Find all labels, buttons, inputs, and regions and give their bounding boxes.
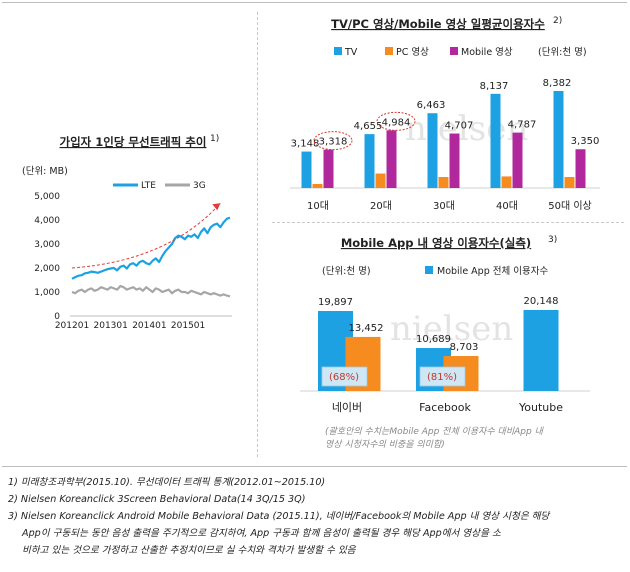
app-video-value-label: 13,452 — [349, 323, 384, 334]
category-label: 10대 — [307, 200, 329, 212]
legend-mobile-swatch — [450, 47, 458, 55]
y-tick-label: 0 — [54, 312, 60, 322]
legend-3g-label: 3G — [193, 181, 206, 191]
app-unit-label: (단위:천 명) — [322, 265, 371, 277]
tv-bar — [364, 134, 375, 188]
app-total-value-label: 19,897 — [318, 297, 353, 308]
ratio-box — [419, 366, 466, 387]
mobile-bar — [449, 133, 460, 188]
legend-tv-swatch — [334, 47, 342, 55]
viewers-chart-title: TV/PC 영상/Mobile 영상 일평균이용자수 — [331, 17, 545, 31]
category-label: 50대 이상 — [548, 200, 592, 212]
ratio-label: (81%) — [427, 372, 457, 383]
source-note-3-cont1: App이 구동되는 동안 음성 출력을 주기적으로 감지하여, App 구동과 … — [22, 528, 501, 539]
app-footnote-line2: 영상 시청자수의 비중을 의미함) — [325, 439, 445, 450]
tv-bar — [553, 91, 564, 188]
pc-bar — [564, 177, 575, 188]
mobile-value-label: 4,787 — [508, 120, 537, 131]
app-category-label: 네이버 — [332, 401, 362, 414]
viewers-chart-title-sup: 2) — [553, 16, 562, 26]
category-label: 20대 — [370, 200, 392, 212]
legend-pc-swatch — [385, 47, 393, 55]
legend-tv-label: TV — [344, 47, 358, 58]
horizontal-divider — [272, 222, 624, 223]
x-tick-label: 201301 — [94, 321, 128, 331]
app-total-bar — [523, 310, 559, 391]
app-total-value-label: 10,689 — [416, 334, 451, 345]
app-video-value-label: 8,703 — [450, 342, 479, 353]
lte-series-line — [71, 216, 231, 280]
y-tick-label: 5,000 — [34, 192, 60, 202]
x-tick-label: 201201 — [55, 321, 89, 331]
app-total-value-label: 20,148 — [524, 296, 559, 307]
ratio-label: (68%) — [329, 372, 359, 383]
highlight-circle — [376, 111, 416, 131]
legend-lte-label: LTE — [141, 181, 156, 191]
tv-value-label: 6,463 — [417, 100, 446, 111]
pc-bar — [438, 177, 449, 188]
mobile-bar — [512, 132, 523, 188]
mobile-bar — [575, 149, 586, 188]
app-chart-title: Mobile App 내 영상 이용자수(실측) — [341, 236, 531, 250]
traffic-unit-label: (단위: MB) — [22, 165, 68, 177]
y-tick-label: 3,000 — [34, 240, 60, 250]
watermark-bottom: nielsen — [390, 309, 513, 349]
tv-bar — [490, 93, 501, 188]
category-label: 30대 — [433, 200, 455, 212]
highlight-circle — [313, 131, 353, 151]
y-tick-label: 1,000 — [34, 288, 60, 298]
legend-app-total-swatch — [425, 266, 433, 274]
tv-value-label: 4,655 — [354, 121, 383, 132]
mobile-value-label: 3,350 — [571, 136, 600, 147]
app-category-label: Facebook — [419, 401, 471, 414]
legend-app-total-label: Mobile App 전체 이용자수 — [437, 266, 548, 277]
app-category-label: Youtube — [518, 401, 563, 414]
chart-frame — [2, 2, 627, 467]
ratio-box — [321, 366, 368, 387]
tv-value-label: 8,382 — [543, 78, 572, 89]
pc-bar — [501, 176, 512, 188]
tv-bar — [301, 151, 312, 188]
x-tick-label: 201501 — [171, 321, 205, 331]
pc-bar — [312, 183, 323, 188]
mobile-value-label: 4,984 — [382, 117, 411, 128]
tv-bar — [427, 113, 438, 188]
y-tick-label: 4,000 — [34, 216, 60, 226]
mobile-bar — [386, 130, 397, 188]
source-note-1: 1) 미래창조과학부(2015.10). 무선데이터 트래픽 통계(2012.0… — [8, 477, 326, 488]
tv-value-label: 3,148 — [291, 139, 320, 150]
source-note-2: 2) Nielsen Koreanclick 3Screen Behaviora… — [8, 494, 306, 505]
watermark-top: nielsen — [405, 109, 528, 149]
viewers-unit-label: (단위:천 명) — [538, 46, 587, 58]
app-footnote-line1: (괄호안의 수치는Mobile App 전체 이용자수 대비App 내 — [325, 426, 545, 437]
pc-bar — [375, 173, 386, 188]
vertical-divider — [257, 12, 258, 457]
y-tick-label: 2,000 — [34, 264, 60, 274]
g3-series-line — [71, 284, 231, 298]
app-chart-title-sup: 3) — [548, 235, 557, 245]
x-tick-label: 201401 — [132, 321, 166, 331]
source-note-3: 3) Nielsen Koreanclick Android Mobile Be… — [8, 511, 550, 522]
mobile-bar — [323, 149, 334, 188]
mobile-value-label: 4,707 — [445, 121, 474, 132]
trend-arrow — [71, 202, 221, 269]
category-label: 40대 — [496, 200, 518, 212]
source-note-3-cont2: 비하고 있는 것으로 가정하고 산출한 추정치이므로 실 수치와 격차가 발생할… — [22, 545, 356, 556]
legend-pc-label: PC 영상 — [396, 47, 429, 58]
mobile-value-label: 3,318 — [319, 137, 348, 148]
legend-mobile-label: Mobile 영상 — [461, 47, 513, 58]
traffic-chart-title: 가입자 1인당 무선트래픽 추이 — [60, 135, 207, 149]
trend-arrow-head — [212, 203, 221, 211]
source-notes: 1) 미래창조과학부(2015.10). 무선데이터 트래픽 통계(2012.0… — [8, 474, 626, 559]
traffic-chart-title-sup: 1) — [210, 134, 219, 144]
tv-value-label: 8,137 — [480, 81, 509, 92]
